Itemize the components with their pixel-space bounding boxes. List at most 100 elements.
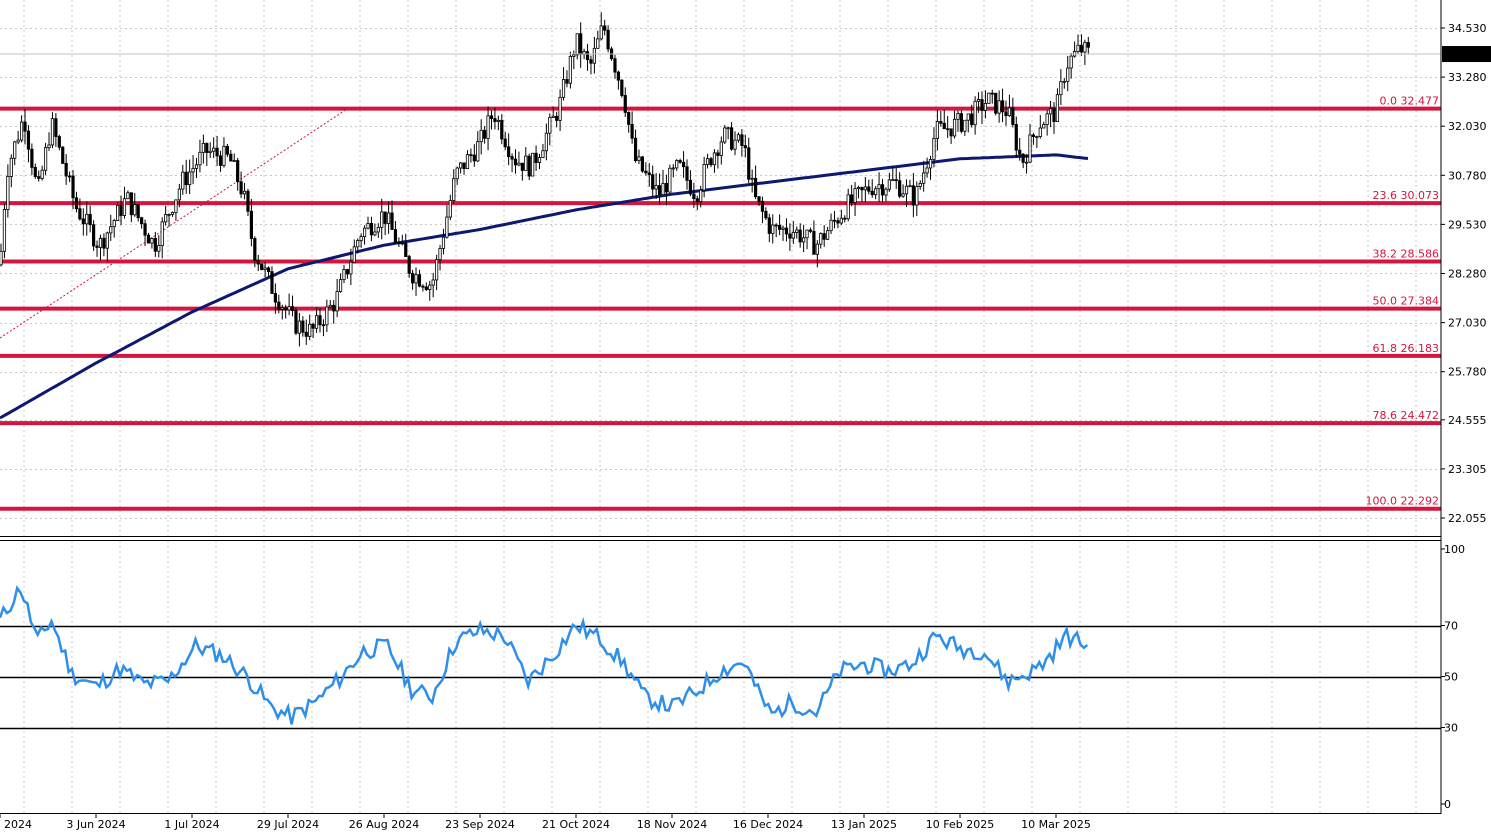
candle (205, 142, 209, 166)
candle (589, 55, 593, 75)
candle (1083, 39, 1087, 65)
candle (476, 131, 480, 163)
candle (328, 300, 332, 309)
candle (719, 136, 723, 165)
candle (565, 70, 569, 88)
candle (664, 174, 669, 206)
candle (685, 159, 689, 190)
candle (750, 169, 754, 193)
candle (43, 142, 48, 176)
candle (407, 254, 411, 278)
candle (1076, 34, 1080, 54)
candle (880, 178, 885, 203)
candle (455, 166, 459, 185)
candle (304, 319, 308, 345)
candle (630, 111, 634, 144)
candle (225, 143, 229, 157)
candle (561, 67, 566, 101)
candle (170, 211, 175, 217)
candle (537, 154, 542, 170)
candle (150, 237, 154, 249)
candle (338, 273, 343, 293)
candle (1055, 88, 1060, 122)
date-axis-tick-label: 23 Sep 2024 (445, 818, 515, 831)
candle (592, 36, 596, 74)
candle (812, 220, 816, 255)
candle (78, 198, 82, 221)
candle (688, 170, 693, 197)
candle (599, 12, 603, 41)
candle (966, 113, 970, 133)
candle (64, 154, 68, 185)
candle (729, 121, 734, 151)
candles-layer (0, 12, 1090, 347)
candle (572, 50, 576, 70)
candle (445, 205, 449, 239)
candle (386, 201, 391, 234)
candle (736, 132, 741, 143)
candle (383, 211, 387, 236)
candle (815, 240, 819, 268)
candle (188, 159, 192, 194)
candle (963, 119, 967, 136)
fibonacci-level-label: 38.2 28.586 (1373, 247, 1439, 260)
candle (273, 283, 278, 314)
candle (870, 179, 874, 198)
candle (92, 220, 96, 251)
candle (894, 168, 898, 189)
candle (901, 184, 905, 198)
candle (380, 198, 384, 240)
candle (181, 164, 185, 195)
candle (829, 213, 833, 234)
candle (877, 172, 881, 203)
candle (1045, 110, 1049, 136)
candle (1007, 94, 1012, 117)
candle (352, 239, 356, 263)
candle (513, 149, 518, 174)
candle (40, 165, 44, 181)
candle (970, 104, 974, 128)
candle (1042, 121, 1046, 129)
candle (472, 144, 476, 167)
candle (318, 308, 322, 333)
moving-average-line (0, 153, 1089, 420)
candle (88, 205, 92, 233)
candle (932, 127, 936, 168)
candle (633, 129, 638, 163)
candle (37, 170, 41, 182)
candle (489, 110, 494, 130)
candle (959, 110, 964, 134)
candle (541, 143, 545, 158)
candle (740, 129, 744, 157)
candle (81, 208, 85, 236)
candle (311, 322, 315, 339)
candle (925, 157, 929, 178)
candle (332, 300, 336, 324)
candle (68, 171, 72, 183)
candle (483, 126, 487, 144)
candle (942, 109, 946, 130)
candle (428, 280, 432, 301)
candle (9, 154, 13, 188)
candle (201, 134, 205, 164)
candle (1018, 137, 1022, 161)
candle (754, 165, 758, 200)
candle (0, 243, 3, 267)
candle (555, 111, 559, 128)
candle (716, 149, 720, 169)
candle (675, 159, 679, 171)
candle (503, 131, 507, 151)
rsi-axis-tick-label: 0 (1444, 798, 1451, 811)
price-axis-tick-label: 33.280 (1448, 71, 1487, 84)
candle (699, 185, 703, 208)
candle (802, 224, 806, 253)
candle (743, 134, 747, 158)
candle (133, 192, 137, 217)
candle (469, 148, 473, 163)
rsi-line (0, 585, 1089, 725)
candle (819, 232, 823, 249)
candle (164, 205, 168, 226)
candle (13, 140, 17, 166)
candle (1011, 97, 1015, 128)
